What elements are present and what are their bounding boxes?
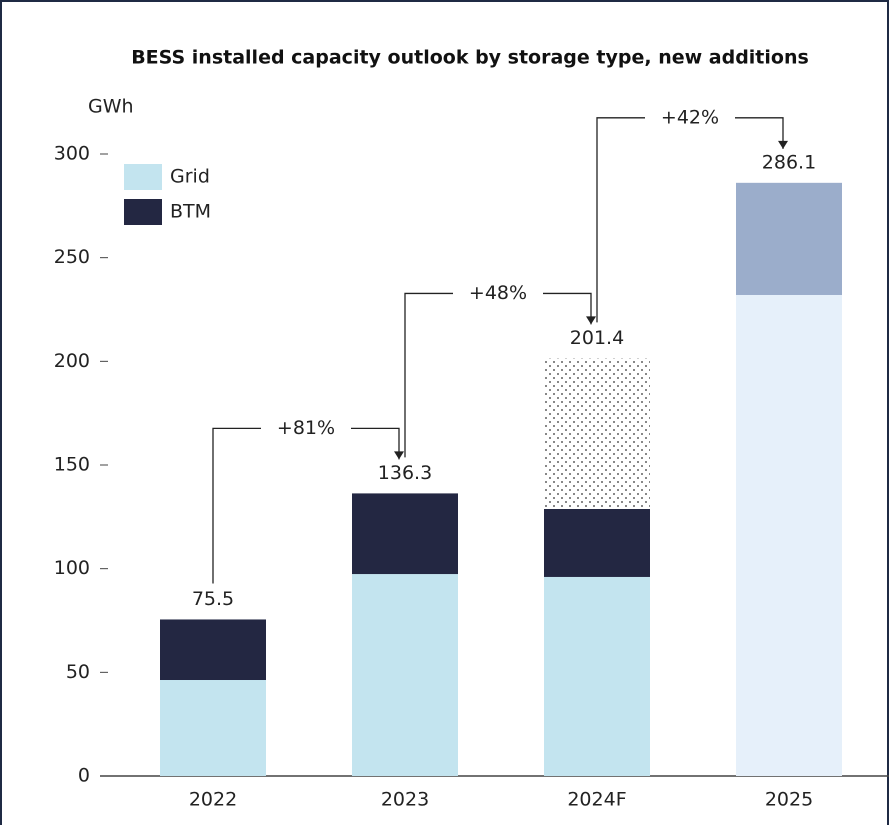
growth-connector [404, 292, 592, 458]
arrow-head [778, 140, 788, 149]
total-label: 286.1 [762, 151, 816, 173]
growth-label: +42% [661, 106, 719, 128]
y-tick-label: 250 [54, 246, 90, 268]
arrow-head [586, 316, 596, 325]
legend-label: Grid [170, 166, 210, 188]
total-label: 201.4 [570, 327, 624, 349]
x-tick-label: 2025 [765, 789, 813, 811]
legend-swatch [124, 164, 162, 190]
legend-label: BTM [170, 201, 211, 223]
bar-segment [352, 493, 458, 575]
y-tick-label: 0 [78, 765, 90, 787]
bar-segment [544, 508, 650, 577]
bar-segment [736, 294, 842, 776]
growth-connector [596, 117, 784, 323]
y-tick-label: 300 [54, 143, 90, 165]
x-tick-label: 2023 [381, 789, 429, 811]
y-tick-label: 200 [54, 350, 90, 372]
growth-label: +48% [469, 282, 527, 304]
growth-connector [212, 427, 400, 584]
growth-label: +81% [277, 417, 335, 439]
total-label: 136.3 [378, 462, 432, 484]
bar-segment [160, 619, 266, 681]
x-tick-label: 2024F [567, 789, 626, 811]
y-axis-label: GWh [88, 96, 134, 118]
bar-segment [544, 358, 650, 509]
legend-swatch [124, 199, 162, 225]
y-tick-label: 50 [66, 661, 90, 683]
bar-segment [160, 680, 266, 776]
bar-segment [736, 182, 842, 295]
bar-segment [544, 576, 650, 776]
bar-segment [352, 574, 458, 776]
chart-title: BESS installed capacity outlook by stora… [131, 47, 809, 69]
y-tick-label: 150 [54, 454, 90, 476]
total-label: 75.5 [192, 588, 234, 610]
x-tick-label: 2022 [189, 789, 237, 811]
arrow-head [394, 451, 404, 460]
y-tick-label: 100 [54, 557, 90, 579]
